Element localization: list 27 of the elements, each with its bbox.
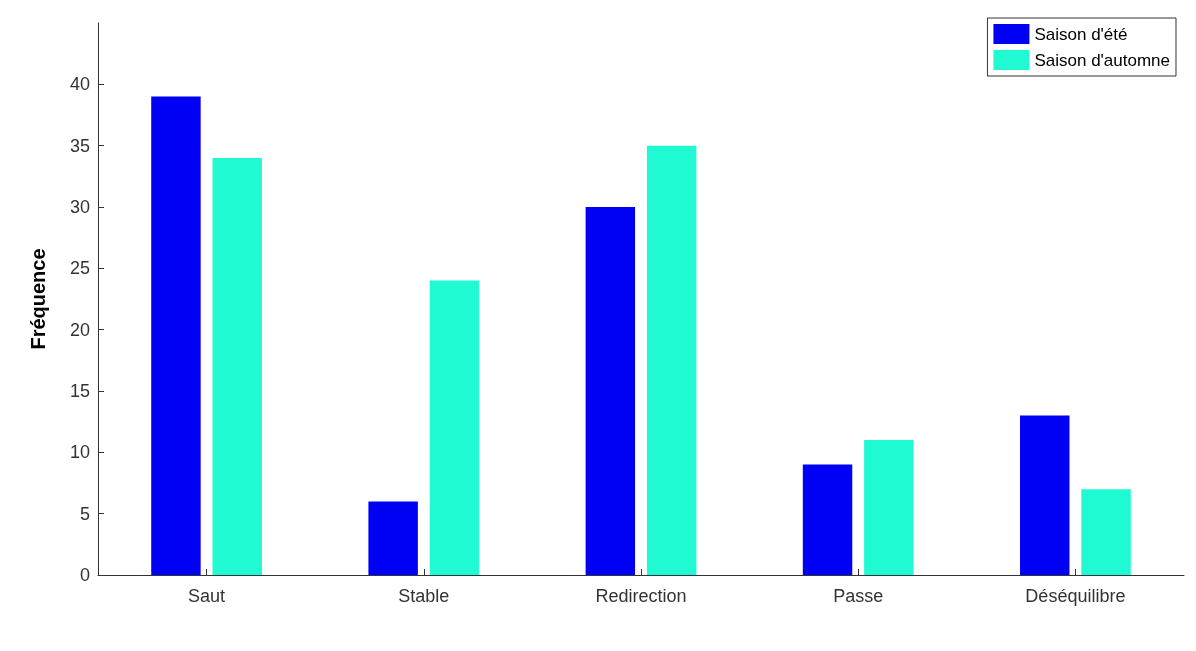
- bar: [1081, 489, 1131, 575]
- y-tick-label: 35: [69, 135, 90, 156]
- bar: [585, 207, 636, 575]
- y-tick-label: 40: [69, 74, 90, 95]
- y-tick-label: 0: [79, 565, 90, 585]
- y-tick-label: 20: [69, 319, 90, 340]
- bar: [151, 96, 201, 575]
- bar: [212, 157, 262, 575]
- x-tick-label: Stable: [398, 586, 450, 606]
- bar: [802, 464, 853, 575]
- y-tick-label: 5: [79, 503, 90, 524]
- bar: [429, 280, 480, 575]
- x-tick-label: Déséquilibre: [1025, 586, 1126, 606]
- x-tick-label: Passe: [833, 586, 884, 606]
- bar: [1020, 415, 1070, 575]
- bar: [646, 145, 697, 575]
- legend-label: Saison d'été: [1034, 24, 1128, 44]
- bar: [368, 501, 418, 575]
- bar: [864, 440, 914, 575]
- legend-label: Saison d'automne: [1034, 50, 1170, 70]
- y-tick-label: 30: [69, 197, 90, 217]
- y-axis-title: Fréquence: [27, 248, 49, 350]
- y-tick-label: 25: [69, 258, 90, 279]
- y-tick-label: 10: [69, 442, 90, 463]
- x-tick-label: Saut: [188, 586, 226, 606]
- y-tick-label: 15: [69, 381, 90, 401]
- x-tick-label: Redirection: [595, 586, 687, 606]
